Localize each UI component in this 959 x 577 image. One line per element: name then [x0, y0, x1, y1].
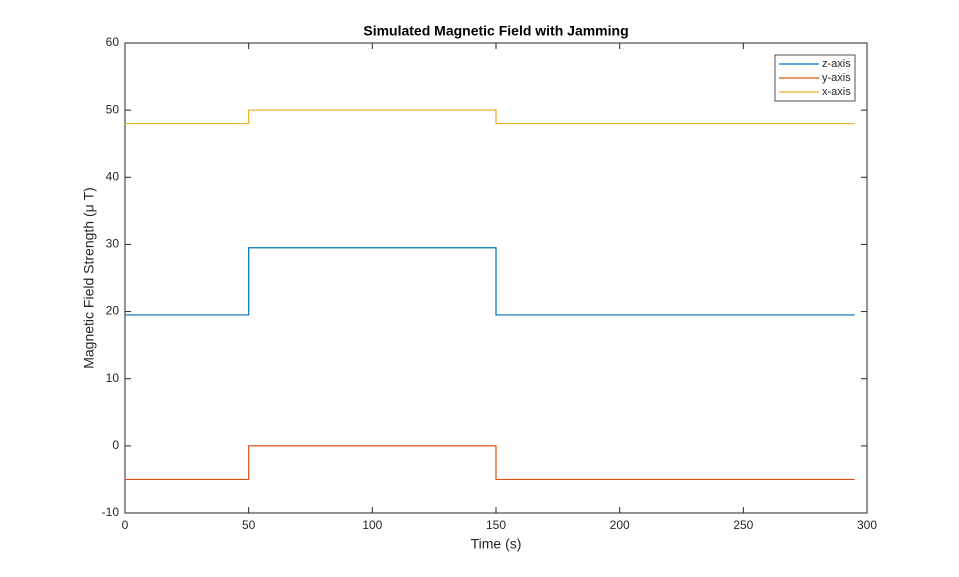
legend-label: y-axis: [822, 72, 851, 84]
x-tick-label: 250: [733, 518, 753, 532]
y-tick-label: 0: [112, 438, 119, 452]
series-line: [125, 109, 855, 125]
x-tick-label: 100: [362, 518, 382, 532]
x-tick-label: 200: [610, 518, 630, 532]
y-tick-label: 50: [106, 102, 120, 116]
legend-label: z-axis: [822, 58, 851, 70]
y-tick-label: 40: [106, 169, 120, 183]
series-line: [125, 445, 855, 481]
y-axis-label: Magnetic Field Strength (μ T): [81, 187, 97, 369]
y-tick-label: 30: [106, 237, 120, 251]
series-line: [125, 247, 855, 316]
x-tick-label: 0: [122, 518, 129, 532]
x-tick-label: 300: [857, 518, 877, 532]
y-tick-label: 10: [106, 371, 120, 385]
y-tick-label: 60: [106, 35, 120, 49]
y-tick-label: 20: [106, 304, 120, 318]
x-axis-label: Time (s): [471, 536, 522, 552]
chart-title: Simulated Magnetic Field with Jamming: [363, 23, 628, 39]
x-tick-label: 50: [242, 518, 256, 532]
x-tick-label: 150: [486, 518, 506, 532]
legend-label: x-axis: [822, 86, 851, 98]
y-tick-label: -10: [102, 505, 120, 519]
